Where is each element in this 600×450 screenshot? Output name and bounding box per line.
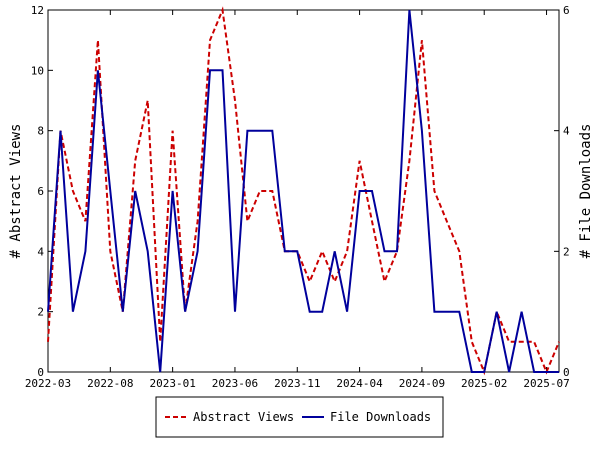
plot-area (47, 9, 560, 373)
x-tick-label: 2025-02 (461, 377, 507, 390)
y-left-tick-label: 6 (37, 185, 44, 198)
y-right-tick-label: 4 (563, 125, 570, 138)
y-right-tick-label: 2 (563, 245, 570, 258)
x-tick-label: 2024-09 (399, 377, 445, 390)
x-axis: 2022-03 2022-08 2023-01 2023-06 2023-11 2024-… (25, 10, 570, 390)
y-right-tick-label: 0 (563, 366, 570, 379)
x-tick-label: 2022-03 (25, 377, 71, 390)
y-left-tick-label: 2 (37, 306, 44, 319)
x-tick-label: 2023-06 (212, 377, 258, 390)
x-tick-label: 2023-11 (274, 377, 320, 390)
series-line-file-downloads (47, 9, 559, 373)
legend: Abstract Views File Downloads (155, 396, 444, 438)
y-left-tick-label: 8 (37, 125, 44, 138)
x-tick-label: 2024-04 (336, 377, 383, 390)
y-left-tick-label: 10 (31, 64, 44, 77)
legend-box (155, 396, 444, 438)
x-tick-label: 2025-07 (523, 377, 569, 390)
y-right-tick-label: 6 (563, 4, 570, 17)
y-axis-right-title: # File Downloads (578, 124, 594, 259)
y-axis-left: 0 2 4 6 8 10 12 (31, 4, 53, 379)
x-tick-label: 2023-01 (149, 377, 195, 390)
y-left-tick-label: 12 (31, 4, 44, 17)
series-layer (47, 6, 560, 376)
y-axis-left-title: # Abstract Views (8, 124, 24, 259)
y-left-tick-label: 4 (37, 245, 44, 258)
x-tick-label: 2022-08 (87, 377, 133, 390)
y-left-tick-label: 0 (37, 366, 44, 379)
legend-label-file-downloads: File Downloads (330, 410, 431, 424)
legend-label-abstract-views: Abstract Views (193, 410, 294, 424)
